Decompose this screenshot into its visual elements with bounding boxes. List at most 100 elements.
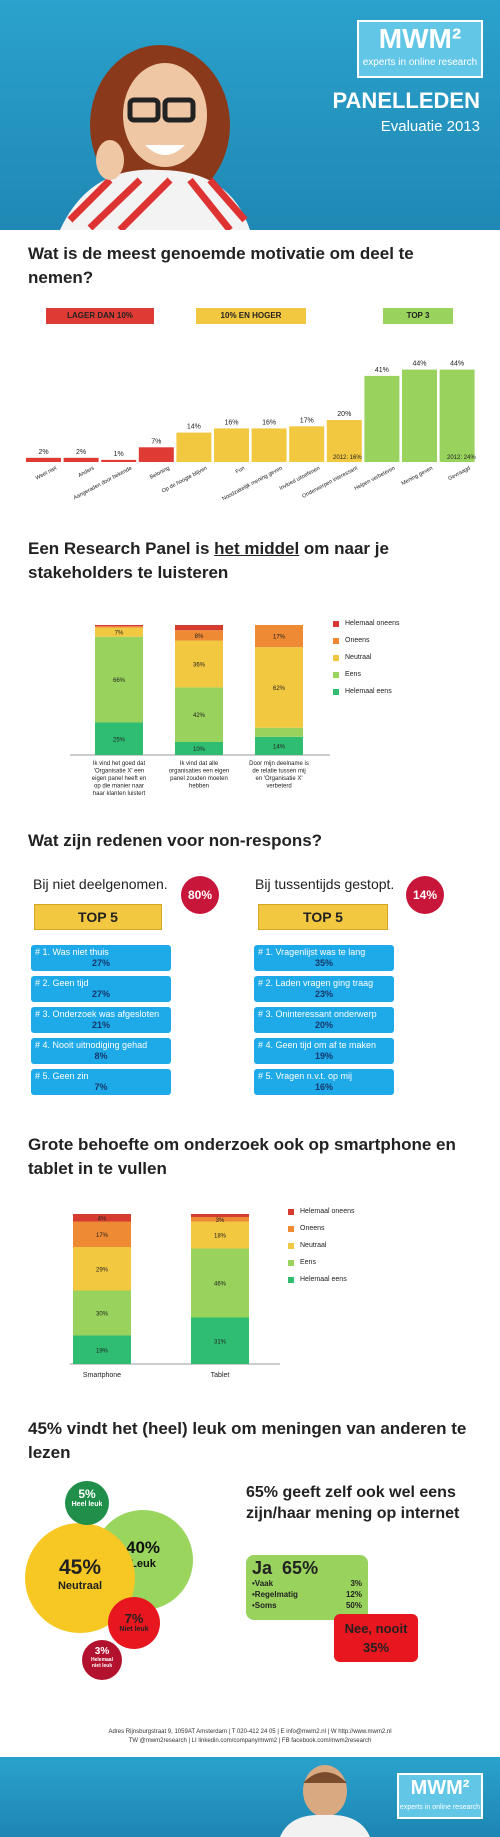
note-2012-24: 2012: 24% bbox=[447, 455, 476, 461]
bar-8 bbox=[326, 420, 362, 462]
reason-text: # 5. Vragen n.v.t. op mij bbox=[258, 1071, 353, 1081]
category-label-10: Mening geven bbox=[401, 465, 434, 487]
seg-label-1-3: 3% bbox=[216, 1218, 225, 1224]
left-top5: TOP 5 bbox=[34, 904, 162, 930]
category-2-line-1: de relatie tussen mij bbox=[252, 769, 305, 775]
category-0-line-2: eigen panel heeft en bbox=[92, 776, 146, 782]
seg-2-2 bbox=[255, 647, 303, 728]
seg-label-1-2: 18% bbox=[214, 1234, 227, 1240]
seg-0-3 bbox=[95, 626, 143, 628]
title-part-a: Een Research Panel is bbox=[28, 539, 215, 558]
reason-pct: 23% bbox=[314, 989, 333, 999]
seg-label-1-0: 10% bbox=[193, 747, 206, 753]
category-label-5: Fun bbox=[235, 465, 246, 475]
seg-0-0 bbox=[95, 722, 143, 755]
seg-1-2 bbox=[175, 640, 223, 688]
seg-2-1 bbox=[255, 727, 303, 737]
seg-label-1-0: 31% bbox=[214, 1339, 227, 1345]
bar-label-11: 44% bbox=[450, 361, 464, 368]
reason-text: # 2. Geen tijd bbox=[35, 978, 89, 988]
header-banner: MWM² experts in online research PANELLED… bbox=[0, 0, 500, 230]
legend-mid: 10% EN HOGER bbox=[196, 308, 306, 324]
seg-0-1 bbox=[95, 636, 143, 723]
legend-item-2: Neutraal bbox=[333, 654, 399, 661]
legend-item-2: Neutraal bbox=[288, 1242, 354, 1249]
legend-swatch bbox=[288, 1242, 294, 1249]
legend-swatch bbox=[333, 637, 339, 644]
bottom-logo-text: MWM² bbox=[410, 1777, 470, 1799]
nonresponse-title: Wat zijn redenen voor non-respons? bbox=[28, 831, 323, 850]
category-2-line-0: Door mijn deelname is bbox=[249, 761, 309, 767]
bottom-logo[interactable]: MWM² experts in online research bbox=[397, 1773, 483, 1819]
right-pct-circle: 14% bbox=[406, 876, 444, 914]
category-label-11: Gevraagd bbox=[447, 465, 471, 482]
bubble-heel-leuk-pct: 5% bbox=[78, 1487, 96, 1501]
legend-swatch bbox=[288, 1208, 294, 1215]
seg-0-2 bbox=[73, 1247, 131, 1291]
reason-text: # 5. Geen zin bbox=[35, 1071, 89, 1081]
reason-pct: 35% bbox=[314, 958, 333, 968]
bubble-helemaal-niet-leuk: 3% Helemaal niet leuk bbox=[82, 1640, 122, 1680]
ja-row-value: 3% bbox=[350, 1579, 362, 1588]
ja-row-label: •Vaak bbox=[252, 1579, 274, 1588]
seg-label-0-4: 4% bbox=[98, 1216, 107, 1222]
reason-pct: 7% bbox=[94, 1082, 108, 1092]
legend-low: LAGER DAN 10% bbox=[46, 308, 154, 324]
seg-label-2-3: 17% bbox=[273, 635, 286, 641]
seg-0-0 bbox=[73, 1335, 131, 1364]
bubble-leuk-pct: 40% bbox=[125, 1538, 161, 1557]
bottom-banner: MWM² experts in online research bbox=[0, 1757, 500, 1837]
smartphone-title: Grote behoefte om onderzoek ook op smart… bbox=[28, 1135, 456, 1178]
legend-label: Oneens bbox=[345, 637, 370, 644]
bar-label-6: 16% bbox=[262, 419, 276, 426]
category-0-line-1: 'Organisatie X' een bbox=[94, 769, 144, 775]
category-1: Tablet bbox=[211, 1372, 230, 1379]
bar-label-9: 41% bbox=[375, 367, 389, 374]
bar-5 bbox=[214, 428, 249, 462]
category-label-9: Helpen verbeteren bbox=[354, 465, 397, 492]
mwm2-logo[interactable]: MWM² experts in online research bbox=[357, 20, 483, 78]
bar-label-3: 7% bbox=[151, 438, 161, 445]
bottom-logo-tagline: experts in online research bbox=[399, 1804, 481, 1811]
seg-2-3 bbox=[255, 625, 303, 648]
legend-item-1: Oneens bbox=[333, 637, 399, 644]
reason-item-5: # 5. Vragen n.v.t. op mij 16% bbox=[254, 1069, 394, 1095]
nee-box: Nee, nooit 35% bbox=[334, 1614, 418, 1662]
seg-label-1-1: 42% bbox=[193, 713, 206, 719]
bar-label-8: 20% bbox=[337, 411, 351, 418]
left-label: Bij niet deelgenomen. bbox=[33, 876, 168, 892]
bubble-leuk-label: Leuk bbox=[130, 1558, 156, 1570]
ja-box: Ja 65% •Vaak 3% •Regelmatig 12% •Soms 50% bbox=[246, 1555, 368, 1620]
seg-label-0-1: 30% bbox=[96, 1312, 109, 1318]
bubble-hnl-pct: 3% bbox=[94, 1646, 110, 1657]
category-0-line-3: op die manier naar bbox=[94, 784, 144, 790]
ja-row-value: 12% bbox=[345, 1590, 362, 1599]
panel-legend: Helemaal oneens Oneens Neutraal Eens Helemaa… bbox=[333, 620, 399, 705]
legend-label: Helemaal oneens bbox=[300, 1208, 355, 1215]
seg-0-4 bbox=[73, 1214, 131, 1222]
reason-pct: 21% bbox=[91, 1020, 110, 1030]
ja-row-2: •Soms 50% bbox=[252, 1600, 362, 1611]
page-title: PANELLEDEN bbox=[332, 88, 481, 113]
ja-pct: 65% bbox=[282, 1558, 319, 1578]
bubble-heel-leuk-label: Heel leuk bbox=[71, 1501, 103, 1508]
bubble-niet-leuk-pct: 7% bbox=[124, 1611, 144, 1626]
reason-pct: 20% bbox=[314, 1020, 333, 1030]
category-1-line-1: organisaties een eigen bbox=[169, 769, 229, 775]
category-2-line-2: en 'Organisatie X' bbox=[256, 776, 303, 782]
seg-label-0-0: 19% bbox=[96, 1348, 109, 1354]
logo-text: MWM² bbox=[378, 23, 462, 54]
legend-swatch bbox=[288, 1225, 294, 1232]
device-stacked-chart: 19% 30% 29% 17% 4% Smartphone 31% 46% 18% 3% Table… bbox=[70, 1214, 280, 1379]
bar-9 bbox=[364, 375, 400, 462]
woman-photo bbox=[60, 45, 250, 230]
legend-swatch bbox=[333, 688, 339, 695]
bar-6 bbox=[251, 428, 287, 462]
seg-1-4 bbox=[191, 1214, 249, 1217]
seg-1-0 bbox=[191, 1317, 249, 1364]
bubble-heel-leuk: 5% Heel leuk bbox=[65, 1481, 109, 1525]
seg-label-2-0: 14% bbox=[273, 744, 286, 750]
bar-label-1: 2% bbox=[76, 449, 86, 456]
reason-pct: 19% bbox=[314, 1051, 333, 1061]
